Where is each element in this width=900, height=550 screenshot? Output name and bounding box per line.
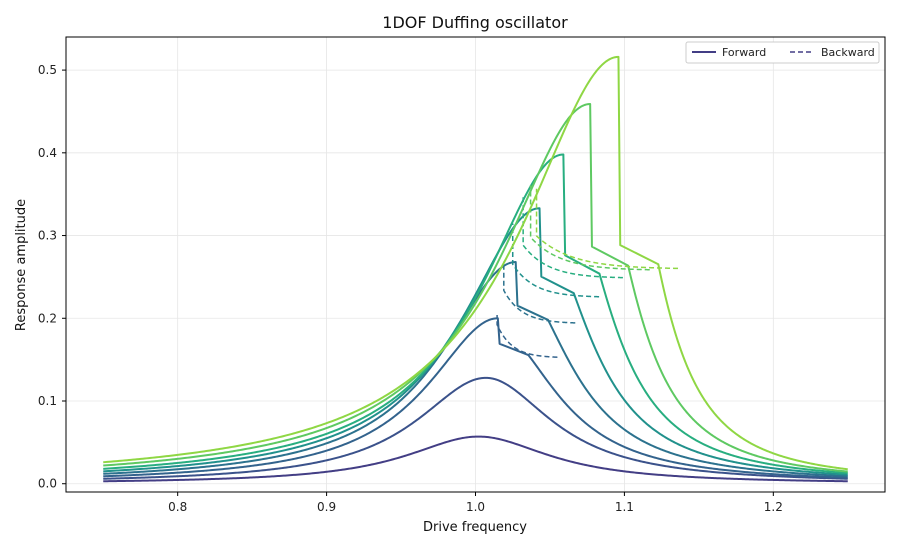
forward-curve [103,317,848,479]
grid-layer [66,37,885,492]
x-tick-label: 1.1 [615,500,634,514]
legend-box [685,41,880,64]
y-tick-label: 0.1 [38,394,57,408]
chart-title: 1DOF Duffing oscillator [382,13,568,32]
y-axis-label: Response amplitude [14,199,29,331]
legend-forward-label: Forward [722,46,766,59]
backward-curve [511,223,600,298]
y-tick-label: 0.3 [38,229,57,243]
backward-curve [529,185,651,271]
forward-curve [103,55,849,471]
forward-curve [103,153,848,475]
legend-backward-label: Backward [821,46,875,59]
backward-curve [496,314,558,358]
y-tick-label: 0.0 [38,477,57,491]
x-tick-label: 1.2 [764,500,783,514]
forward-curve [103,435,848,483]
legend: Forward Backward [685,41,880,64]
x-tick-label: 0.8 [168,500,187,514]
backward-curve [503,261,576,324]
forward-curve [103,376,848,480]
x-tick-label: 0.9 [317,500,336,514]
y-tick-label: 0.4 [38,146,57,160]
forward-curve [103,261,848,478]
backward-curve [535,188,679,270]
backward-curve [522,194,624,279]
x-tick-label: 1.0 [466,500,485,514]
forward-curve [103,103,848,473]
x-axis-label: Drive frequency [423,520,527,535]
y-tick-label: 0.5 [38,63,57,77]
y-tick-label: 0.2 [38,311,57,325]
curve-layer [103,55,849,483]
forward-curve [103,207,848,476]
tick-layer: 0.8 0.9 1.0 1.1 1.2 0.0 0.1 0.2 0.3 0.4 0.5 [38,63,783,514]
